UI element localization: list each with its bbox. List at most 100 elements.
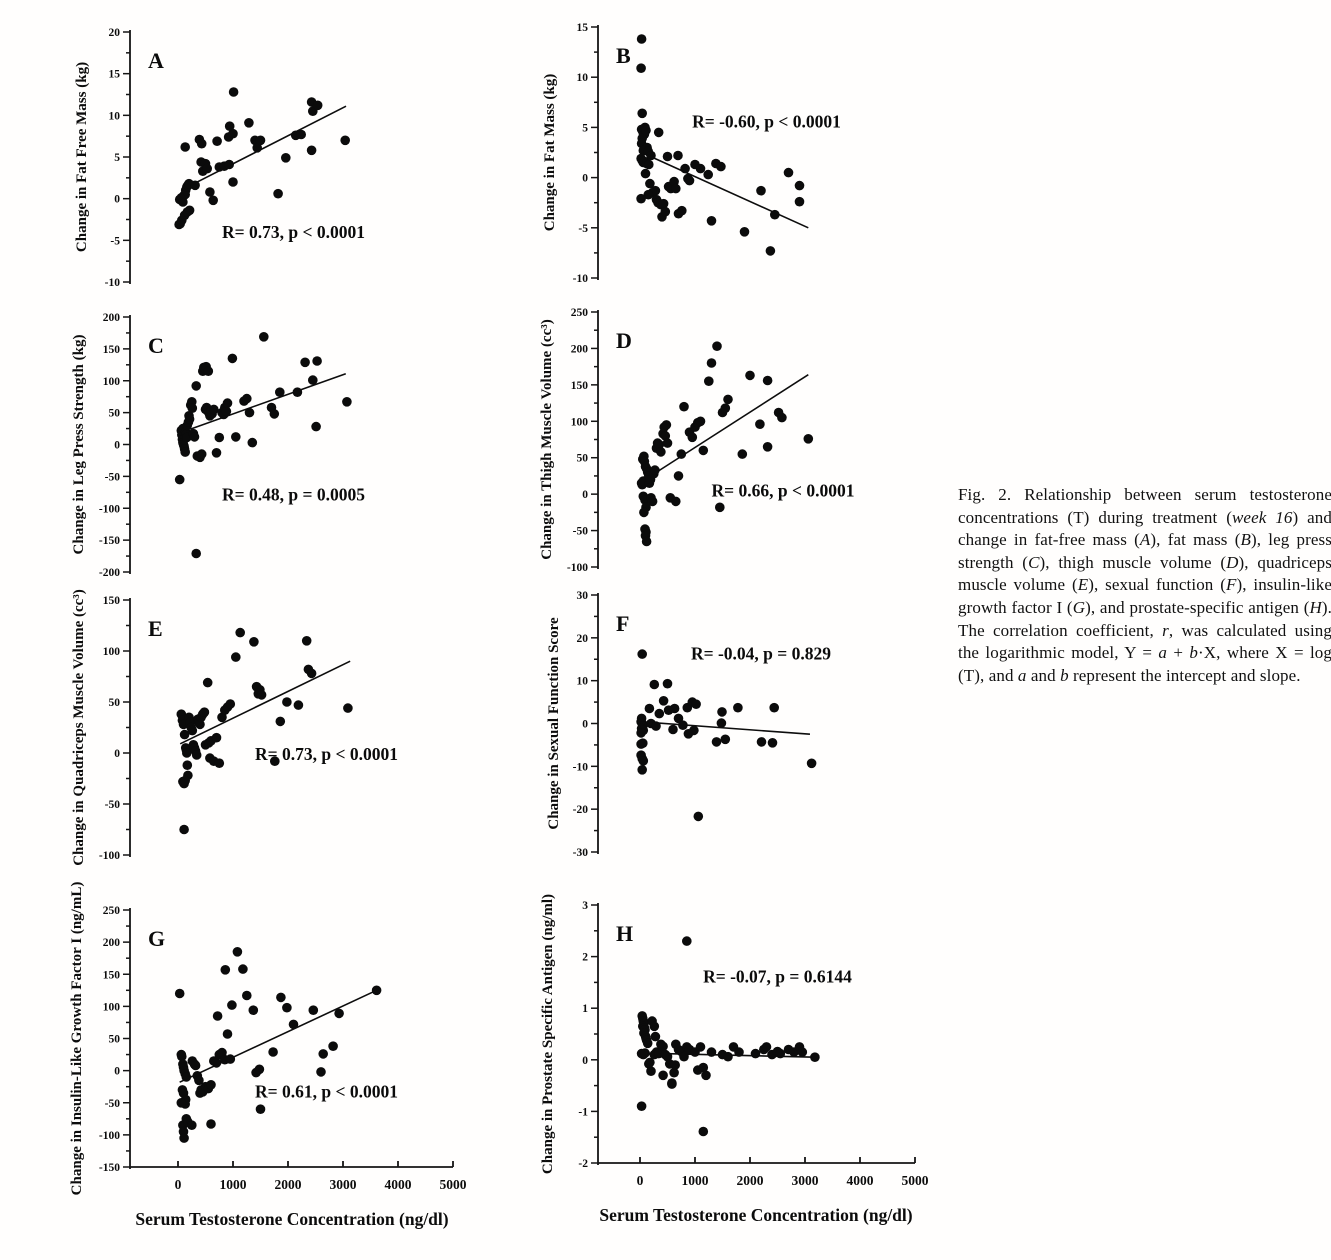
data-point: [296, 129, 307, 140]
caption-text-run: ), sexual function (: [1088, 575, 1226, 595]
data-point: [649, 679, 660, 690]
y-tick-labels: -100 -50 0 50 100 150 200 250: [567, 307, 588, 574]
caption-text-run: C: [1028, 552, 1040, 572]
data-point: [181, 1072, 192, 1082]
data-point: [691, 699, 701, 709]
data-point: [723, 394, 733, 405]
data-point: [176, 1098, 187, 1108]
data-point: [371, 985, 382, 996]
data-point: [222, 398, 233, 408]
caption-text-run: A: [1139, 530, 1151, 550]
data-point: [711, 737, 722, 747]
data-point: [306, 668, 317, 679]
scatter-points: [636, 34, 805, 256]
scatter-points: [174, 332, 352, 559]
x-tick-label: 5000: [902, 1173, 929, 1188]
caption-text-run: a: [1158, 643, 1168, 663]
data-point: [680, 163, 690, 174]
x-axis-title-left: Serum Testosterone Concentration (ng/dl): [135, 1209, 449, 1229]
correlation-annotation: R= -0.60, p < 0.0001: [692, 111, 841, 131]
data-point: [636, 1101, 647, 1111]
x-tick-label: 0: [637, 1173, 644, 1188]
y-tick-label: -100: [99, 850, 120, 862]
data-point: [673, 471, 684, 481]
data-point: [806, 758, 817, 769]
caption-text-run: ). The correlation coefficient,: [958, 598, 1331, 640]
data-point: [638, 738, 648, 748]
scatter-points: [636, 341, 814, 547]
data-point: [651, 721, 661, 731]
data-point: [650, 185, 661, 196]
y-tick-label: -50: [105, 1098, 121, 1110]
data-point: [270, 756, 280, 766]
x-tick-labels: 0 1000 2000 3000 4000 5000: [637, 1173, 929, 1188]
data-point: [637, 765, 647, 775]
data-point: [190, 180, 200, 191]
x-axis-title-right: Serum Testosterone Concentration (ng/dl): [599, 1205, 913, 1225]
caption-text-run: ), and prostate-specific antigen (: [1085, 598, 1310, 618]
caption-text-run: a: [1017, 665, 1027, 685]
data-point: [179, 1133, 189, 1143]
data-point: [769, 702, 779, 713]
data-point: [720, 403, 731, 414]
data-point: [248, 1005, 259, 1015]
panel-letter: C: [148, 333, 164, 358]
data-point: [762, 375, 773, 386]
caption-text-run: ), thigh muscle volume (: [1039, 552, 1227, 572]
data-point: [228, 128, 238, 139]
y-tick-label: -30: [573, 847, 589, 859]
data-point: [343, 703, 353, 713]
data-point: [706, 216, 717, 226]
data-point: [203, 366, 214, 377]
data-point: [647, 496, 658, 507]
data-point: [231, 432, 241, 442]
y-tick-label: 200: [103, 937, 121, 949]
data-point: [797, 1047, 808, 1057]
x-tick-label: 0: [175, 1177, 182, 1192]
data-point: [227, 1000, 237, 1010]
x-axis: [130, 1161, 454, 1168]
y-tick-label: 2: [582, 952, 588, 964]
data-point: [184, 205, 195, 216]
data-point: [716, 718, 727, 728]
data-point: [224, 121, 235, 131]
data-point: [733, 702, 743, 713]
y-axis-ticks: [591, 26, 598, 279]
correlation-annotation: R= 0.73, p < 0.0001: [222, 222, 365, 242]
scatter-points: [636, 936, 820, 1137]
y-tick-label: 0: [582, 173, 588, 185]
caption-text-run: ), leg press strength (: [958, 530, 1331, 572]
data-point: [238, 964, 248, 974]
data-point: [202, 677, 213, 688]
panel-H: -2 -1 0 1 2 3 0 1000 2000 3000 4000 5000 Change in P…: [540, 894, 929, 1188]
data-point: [723, 1051, 733, 1062]
data-point: [783, 167, 794, 178]
panel-letter: A: [148, 48, 164, 73]
data-point: [677, 205, 687, 216]
data-point: [646, 1066, 656, 1076]
data-point: [318, 1049, 329, 1059]
y-axis-title: Change in Fat Free Mass (kg): [74, 62, 90, 252]
y-tick-label: -100: [99, 1130, 120, 1142]
x-tick-labels: 0 1000 2000 3000 4000 5000: [175, 1177, 467, 1192]
x-tick-label: 2000: [737, 1173, 764, 1188]
x-tick-label: 3000: [792, 1173, 819, 1188]
data-point: [695, 1042, 706, 1052]
data-point: [693, 811, 704, 822]
data-point: [174, 988, 185, 999]
y-axis-title: Change in Sexual Function Score: [546, 617, 562, 830]
y-tick-label: 5: [114, 152, 120, 164]
caption-text-run: Fig. 2. Relationship between serum testo…: [958, 485, 1331, 527]
data-point: [706, 1047, 717, 1057]
data-point: [211, 448, 222, 458]
y-axis-ticks: [591, 311, 598, 568]
data-point: [228, 177, 238, 187]
data-point: [180, 775, 190, 786]
data-point: [653, 127, 664, 138]
data-point: [762, 442, 773, 452]
data-point: [756, 185, 766, 196]
y-axis-ticks: [123, 909, 130, 1168]
y-tick-label: 10: [109, 110, 121, 122]
data-point: [637, 649, 647, 659]
y-tick-label: -50: [573, 526, 589, 538]
